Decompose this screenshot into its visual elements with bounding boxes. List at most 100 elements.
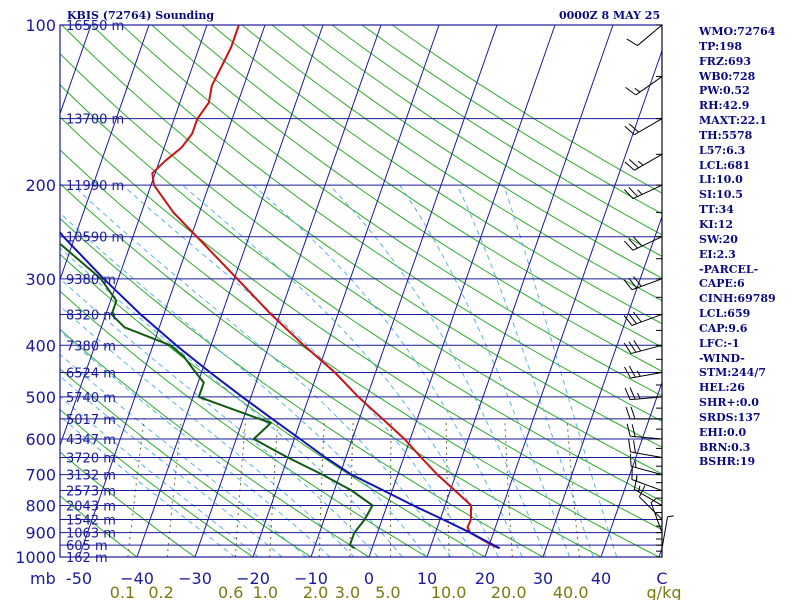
height-label: 2043 m <box>66 499 116 514</box>
dry-adiabat <box>59 84 663 502</box>
temp-tick-label: 40 <box>591 569 611 588</box>
mixing-ratio-line <box>445 418 450 558</box>
mixing-ratio-line <box>234 418 247 558</box>
height-label: 6524 m <box>66 367 116 382</box>
wind-barb <box>623 340 663 355</box>
wind-barb <box>624 387 663 401</box>
pressure-tick-label: 900 <box>25 524 56 543</box>
mixing-ratio-line <box>166 418 182 558</box>
isotherm <box>252 24 440 558</box>
index-item: CAP:9.6 <box>699 321 748 335</box>
temp-tick-label: 30 <box>533 569 553 588</box>
wind-barb <box>623 184 663 200</box>
index-item: KI:12 <box>699 217 734 231</box>
moist-adiabat <box>59 212 427 558</box>
isotherm <box>59 24 208 446</box>
index-item: CAPE:6 <box>699 277 745 291</box>
temp-tick-label: 20 <box>475 569 495 588</box>
index-item: -WIND- <box>699 351 745 365</box>
dry-adiabat <box>391 24 663 194</box>
temp-tick-label: −10 <box>294 569 328 588</box>
moist-adiabat <box>59 354 307 558</box>
index-item: EI:2.3 <box>699 247 736 261</box>
parcel-profile <box>59 231 501 550</box>
wind-barb <box>661 515 674 549</box>
height-label: 9380 m <box>66 273 116 288</box>
index-item: SHR+:0.0 <box>699 396 759 410</box>
profiles <box>59 24 501 550</box>
dry-adiabat <box>61 24 663 448</box>
moist-adiabat <box>59 375 283 558</box>
temp-tick-label: −30 <box>178 569 212 588</box>
height-label: 605 m <box>66 539 108 554</box>
height-label: 5740 m <box>66 391 116 406</box>
height-label: 13700 m <box>66 113 124 128</box>
dry-adiabat <box>241 24 663 302</box>
wind-barb <box>623 311 663 326</box>
pressure-tick-label: 800 <box>25 496 56 515</box>
moist-adiabat <box>59 305 355 558</box>
pressure-tick-label: 300 <box>25 270 56 289</box>
height-label: 162 m <box>66 551 108 566</box>
temp-tick-label: 0 <box>364 569 374 588</box>
index-item: WB0:728 <box>699 69 756 83</box>
wind-profile <box>623 24 674 558</box>
dry-adiabat <box>59 149 660 558</box>
height-label: 4347 m <box>66 433 116 448</box>
station-title: KBIS (72764) Sounding <box>67 9 215 22</box>
pressure-tick-label: 200 <box>25 176 56 195</box>
mixing-ratio-label: g/kg <box>647 583 682 600</box>
dry-adiabat <box>301 24 663 257</box>
mixing-ratio-label: 40.0 <box>553 583 589 600</box>
isobars <box>59 24 663 558</box>
pressure-tick-label: 600 <box>25 430 56 449</box>
dry-adiabat <box>59 368 312 558</box>
height-label: 3132 m <box>66 469 116 484</box>
wind-barb <box>625 406 662 420</box>
index-item: LI:10.0 <box>699 173 743 187</box>
mixing-ratio-line <box>566 418 580 558</box>
isotherm <box>310 24 498 558</box>
temp-tick-label: −40 <box>120 569 154 588</box>
dry-adiabat <box>59 218 544 558</box>
height-label: 5017 m <box>66 413 116 428</box>
height-label: 16550 m <box>66 19 124 34</box>
dry-adiabat <box>271 24 663 279</box>
moist-adiabat <box>59 330 331 558</box>
dry-adiabat <box>59 290 428 558</box>
y-axis-unit: mb <box>30 569 56 588</box>
pressure-tick-label: 100 <box>25 16 56 35</box>
index-item: LFC:-1 <box>699 336 740 350</box>
wind-barb <box>624 153 663 171</box>
height-label: 2573 m <box>66 485 116 500</box>
mixing-ratio-line <box>127 418 145 558</box>
dry-adiabat <box>59 116 663 530</box>
temperature-profile <box>151 24 500 550</box>
index-item: WMO:72764 <box>699 25 776 38</box>
mixing-ratio-label: 10.0 <box>431 583 467 600</box>
mixing-ratio-label: 0.1 <box>110 583 135 600</box>
index-item: TT:34 <box>699 203 734 217</box>
index-item: LCL:681 <box>699 158 751 172</box>
moist-adiabat <box>72 184 451 558</box>
dry-adiabat <box>151 24 663 372</box>
isotherm <box>484 50 663 558</box>
moist-adiabat <box>59 247 403 558</box>
mixing-ratio-label: 1.0 <box>253 583 278 600</box>
index-item: STM:244/7 <box>699 366 766 380</box>
isotherm <box>136 24 324 558</box>
index-item: HEL:26 <box>699 381 745 395</box>
wind-barb <box>626 24 663 46</box>
valid-time: 0000Z 8 MAY 25 <box>559 9 661 22</box>
mixing-ratio-label: 0.2 <box>148 583 173 600</box>
mixing-ratio-line <box>269 418 279 558</box>
mixing-ratio-line <box>504 418 513 558</box>
mixing-ratio-label: 20.0 <box>491 583 527 600</box>
mixing-ratio-line <box>349 418 354 558</box>
index-item: LCL:659 <box>699 307 751 321</box>
index-item: FRZ:693 <box>699 54 752 68</box>
height-label: 11990 m <box>66 179 124 194</box>
dewpoint-profile <box>59 243 374 550</box>
moist-adiabat <box>503 184 618 558</box>
